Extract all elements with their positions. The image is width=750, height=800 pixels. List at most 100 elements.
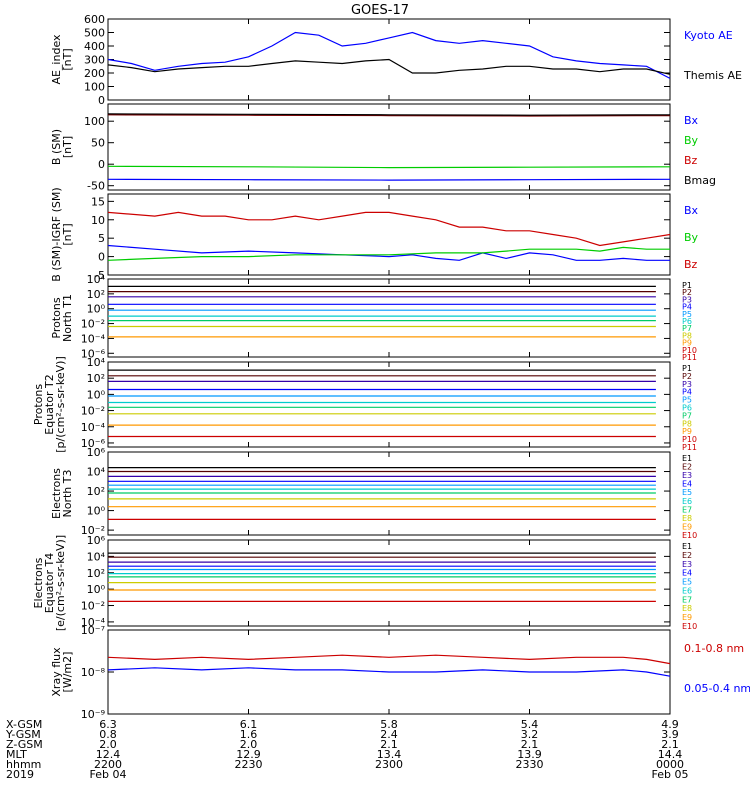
y-axis-label: B (SM)-IGRF (SM) (50, 187, 63, 281)
y-tick-label: 600 (84, 13, 105, 26)
ephemeris-value: 2.4 (380, 728, 398, 741)
y-tick-label: 0 (98, 158, 105, 171)
y-axis-label: [nT] (61, 223, 74, 245)
panel-frame (107, 361, 671, 448)
y-tick-label: 10⁴ (87, 466, 106, 479)
channel-label: P6 (682, 317, 692, 326)
channel-label: E9 (682, 522, 692, 531)
ephemeris-value: 3.2 (521, 728, 539, 741)
y-tick-label: 10⁻⁶ (81, 437, 106, 450)
ephemeris-value: 2.1 (661, 738, 679, 751)
ephemeris-value: Feb 05 (652, 768, 689, 781)
series-Bz (107, 211, 671, 247)
channel-label: E3 (682, 560, 692, 569)
y-axis-label: Protons (50, 297, 63, 338)
channel-label: P1 (682, 364, 692, 373)
ephemeris-value: 2200 (94, 758, 122, 771)
y-tick-label: 10⁶ (87, 446, 106, 459)
channel-label: E4 (682, 569, 692, 578)
y-tick-label: 10⁰ (87, 388, 106, 401)
series-By (107, 165, 671, 169)
panel-frame (107, 193, 671, 276)
y-axis-label: Electrons (32, 557, 45, 608)
ephemeris-value: 2230 (235, 758, 263, 771)
panel-frame (107, 278, 671, 358)
legend-item: Bx (684, 204, 699, 217)
y-axis-label: [nT] (61, 48, 74, 70)
ephemeris-value: 0.8 (99, 728, 117, 741)
panel-bdiff: -5 0 5 10 15 B (SM)-IGRF (SM)[nT] Bx By Bz (50, 187, 699, 282)
y-tick-label: 10² (87, 567, 105, 580)
ephemeris-value: 13.4 (377, 748, 402, 761)
ephemeris-value: 12.9 (236, 748, 261, 761)
y-tick-label: 100 (84, 81, 105, 94)
channel-label: P11 (682, 443, 697, 452)
series-Bx (107, 178, 671, 181)
ephemeris-value: 5.8 (380, 718, 398, 731)
y-tick-label: 10⁴ (87, 273, 106, 286)
ephemeris-value: 5.4 (521, 718, 539, 731)
series-Kyoto-AE (107, 31, 671, 79)
y-axis-label: B (SM) (50, 129, 63, 165)
ephemeris-value: 6.1 (240, 718, 258, 731)
y-tick-label: -5 (94, 269, 105, 282)
y-tick-label: 10² (87, 288, 105, 301)
channel-label: E3 (682, 471, 692, 480)
channel-label: E7 (682, 505, 692, 514)
y-tick-label: 10⁴ (87, 550, 106, 563)
series-0-05-0-4-nm (107, 667, 671, 677)
y-axis-label: [W/m2] (61, 652, 74, 693)
y-tick-label: 10⁰ (87, 583, 106, 596)
y-tick-label: 10⁻⁶ (81, 347, 106, 360)
y-tick-label: 10 (91, 214, 105, 227)
channel-label: E6 (682, 497, 692, 506)
panel-bsm: -50 0 50 100 B (SM)[nT] Bx By Bz Bmag (50, 103, 716, 193)
y-tick-label: 10⁻⁴ (81, 332, 106, 345)
y-axis-label: [e/(cm²-s-sr-keV)] (54, 535, 67, 631)
ephemeris-footer: X-GSM 6.3 6.1 5.8 5.4 4.9 Y-GSM 0.8 1.6 2.4 3.2 3.9… (5, 718, 688, 781)
channel-label: E2 (682, 463, 692, 472)
channel-label: P10 (682, 435, 697, 444)
ephemeris-value: 0000 (656, 758, 684, 771)
series-By (107, 246, 670, 261)
channel-label: E8 (682, 514, 692, 523)
y-tick-label: 10⁰ (87, 303, 106, 316)
channel-label: P1 (682, 281, 692, 290)
series-Bx (107, 244, 670, 261)
ephemeris-row-label: Z-GSM (6, 738, 43, 751)
y-axis-label: [nT] (61, 136, 74, 158)
panel-frame (107, 103, 671, 191)
channel-label: E9 (682, 613, 692, 622)
legend-item: Bz (684, 154, 698, 167)
channel-label: P10 (682, 346, 697, 355)
ephemeris-value: 6.3 (99, 718, 117, 731)
channel-label: P3 (682, 380, 692, 389)
y-tick-label: 0 (98, 251, 105, 264)
channel-label: P8 (682, 331, 692, 340)
channel-label: E6 (682, 586, 692, 595)
channel-label: E10 (682, 531, 697, 540)
series-Bz (107, 114, 671, 117)
ephemeris-value: 3.9 (661, 728, 679, 741)
ephemeris-value: 2330 (516, 758, 544, 771)
y-tick-label: 10⁻² (81, 524, 105, 537)
ephemeris-value: 14.4 (658, 748, 683, 761)
channel-label: E1 (682, 454, 692, 463)
y-tick-label: 100 (84, 115, 105, 128)
y-tick-label: 10² (87, 372, 105, 385)
y-tick-label: 0 (98, 94, 105, 107)
legend-item: Bz (684, 258, 698, 271)
y-tick-label: 10⁻⁴ (81, 616, 106, 629)
channel-label: P9 (682, 339, 692, 348)
panel-xray: 10⁻⁹ 10⁻⁸ 10⁻⁷ Xray flux[W/m2] 0.1-0.8 nm 0.0… (50, 624, 750, 721)
channel-label: P5 (682, 396, 692, 405)
y-tick-label: 50 (91, 137, 105, 150)
channel-label: P3 (682, 295, 692, 304)
y-tick-label: 10⁻⁷ (81, 624, 105, 637)
legend-item: By (684, 134, 699, 147)
